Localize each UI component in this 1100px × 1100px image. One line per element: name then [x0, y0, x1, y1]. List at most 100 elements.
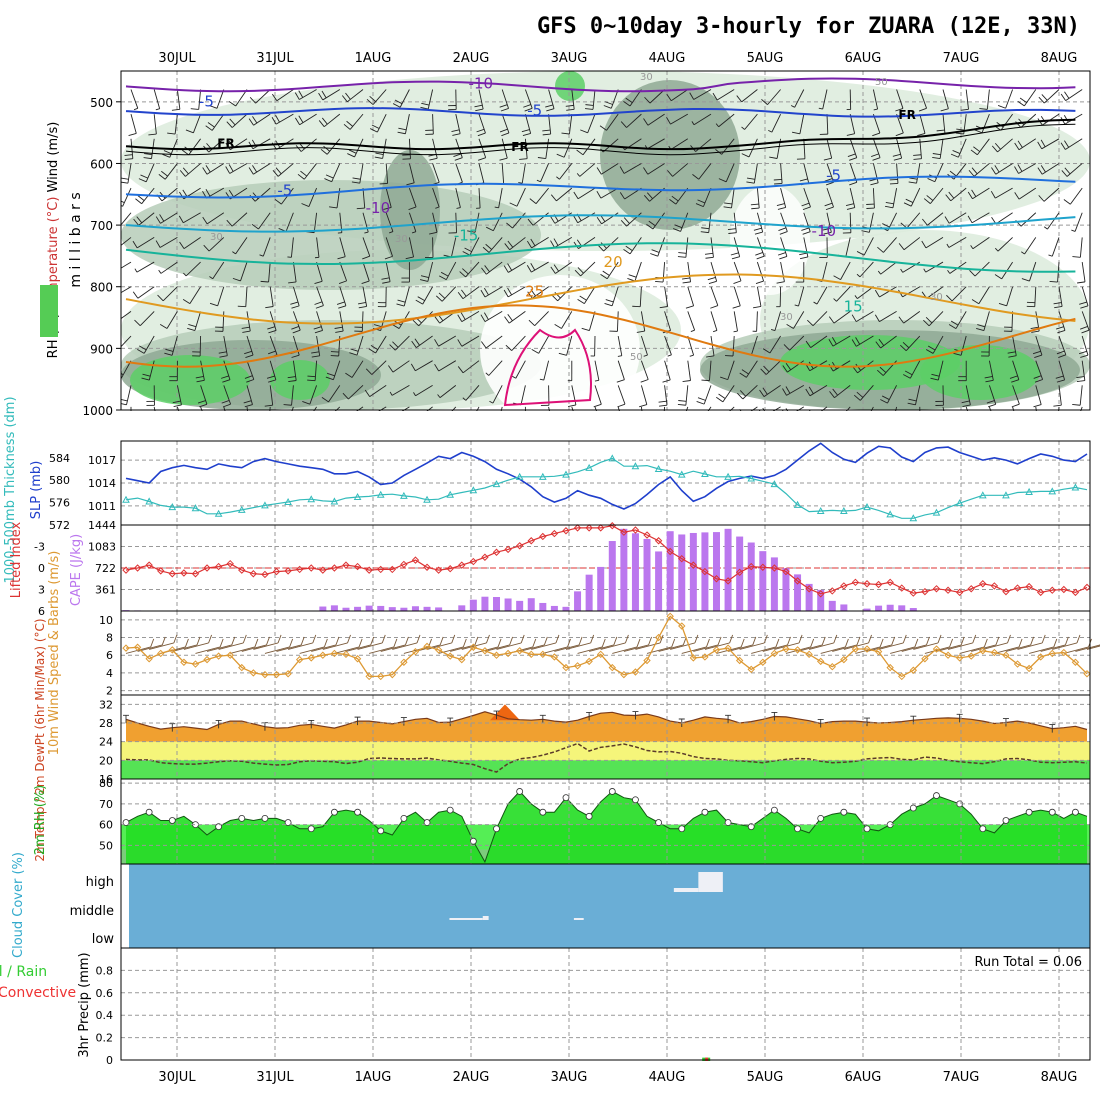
wind-barb: [780, 237, 788, 257]
wind-barb: [370, 636, 375, 646]
wind-barb: [976, 138, 990, 156]
wind-barb: [218, 351, 227, 354]
wind-barb: [242, 634, 247, 644]
wind-barb: [474, 212, 480, 233]
wind-barb: [455, 163, 463, 183]
wind-barb: [727, 228, 736, 230]
wind-barb: [754, 231, 763, 235]
wind-barb: [863, 237, 874, 256]
cape-bar: [770, 557, 778, 611]
wind-barb: [925, 317, 933, 324]
cloud-level-label: high: [86, 875, 114, 890]
wind-barb: [352, 177, 361, 180]
wind-barb: [1081, 286, 1089, 306]
wind-barb: [507, 287, 512, 296]
wind-barb: [312, 634, 317, 644]
wind-barb: [664, 385, 668, 406]
cape-tick: 722: [95, 562, 116, 575]
wind-barb: [880, 399, 888, 404]
wind-barb: [901, 644, 927, 652]
wind-barb: [756, 311, 758, 332]
wind-barb: [960, 108, 969, 111]
wind-barb: [798, 286, 805, 307]
wind-barb: [687, 335, 695, 356]
wind-speed-marker: [504, 649, 512, 658]
lifted-index-marker: [1002, 587, 1010, 596]
wind-barb: [216, 89, 225, 109]
wind-speed-marker: [909, 666, 918, 674]
wind-barb: [762, 407, 765, 411]
wind-speed-marker: [573, 662, 582, 670]
wind-barb: [1080, 305, 1089, 309]
axis-label: Cloud Cover (%): [11, 852, 26, 958]
wind-barb: [300, 170, 308, 177]
wind-barb: [408, 163, 415, 183]
wind-barb: [1063, 115, 1069, 123]
wind-barb: [164, 163, 178, 180]
wind-barb: [756, 212, 764, 233]
wind-speed-marker: [133, 643, 142, 651]
wind-barb: [1034, 379, 1043, 383]
wind-barb: [887, 385, 898, 404]
wind-barb: [783, 344, 790, 351]
wind-barb: [1063, 646, 1089, 654]
cape-bar: [875, 605, 883, 611]
wind-barb: [231, 113, 248, 128]
wind-barb: [155, 216, 161, 224]
wind-barb: [171, 108, 180, 111]
lifted-index-marker: [597, 524, 605, 532]
cape-bar: [689, 532, 697, 611]
date-label-top: 5AUG: [747, 51, 784, 66]
wind-barb: [1063, 199, 1071, 205]
wind-barb: [432, 114, 434, 135]
wind-barb: [750, 335, 758, 356]
wind-barb: [324, 178, 332, 183]
wind-barb: [121, 403, 127, 406]
wind-barb: [878, 642, 904, 650]
wind-barb: [782, 388, 787, 396]
wind-barb: [450, 644, 476, 652]
wind-barb: [647, 138, 665, 150]
wind-barb: [1056, 350, 1065, 355]
wind-barb: [965, 385, 971, 405]
wind-barb: [1079, 301, 1088, 305]
rh-tick: 80: [99, 777, 113, 790]
wind-barb: [1018, 163, 1037, 174]
rh-marker: [794, 825, 801, 833]
wind-barb: [755, 280, 764, 284]
wind-barb: [457, 314, 463, 322]
wind-barb: [269, 286, 274, 307]
wind-barb: [877, 270, 882, 275]
isotherm-label: -15: [454, 227, 479, 245]
wind-barb: [593, 403, 602, 408]
wind-barb: [159, 323, 168, 329]
wind-barb: [248, 118, 254, 126]
wind-barb: [741, 89, 758, 103]
wind-barb: [219, 638, 224, 648]
wind-barb: [531, 349, 539, 354]
wind-barb: [196, 636, 201, 646]
precip-frame: [120, 947, 1091, 1061]
date-label-top: 31JUL: [256, 51, 294, 66]
wind-barb: [616, 311, 619, 332]
cape-bar: [458, 605, 466, 611]
wind-barb: [484, 644, 510, 652]
wind-barb: [121, 200, 125, 204]
wind-barb: [1038, 195, 1045, 202]
wind-barb: [785, 386, 791, 394]
wind-barb: [422, 286, 433, 305]
axis-label: SLP (mb): [29, 461, 44, 520]
wind-barb: [651, 249, 660, 253]
wind-barb: [578, 636, 583, 646]
lifted-index-marker: [886, 578, 894, 587]
wind-barb: [439, 636, 444, 646]
cape-bar: [631, 533, 639, 611]
wind-barb: [501, 132, 510, 137]
wind-barb: [879, 310, 897, 322]
wind-barb: [821, 261, 828, 282]
wind-barb: [188, 138, 201, 156]
wind-barb: [812, 311, 828, 327]
wind-barb: [192, 113, 202, 133]
wind-barb: [948, 324, 957, 329]
wind-barb: [895, 132, 904, 137]
